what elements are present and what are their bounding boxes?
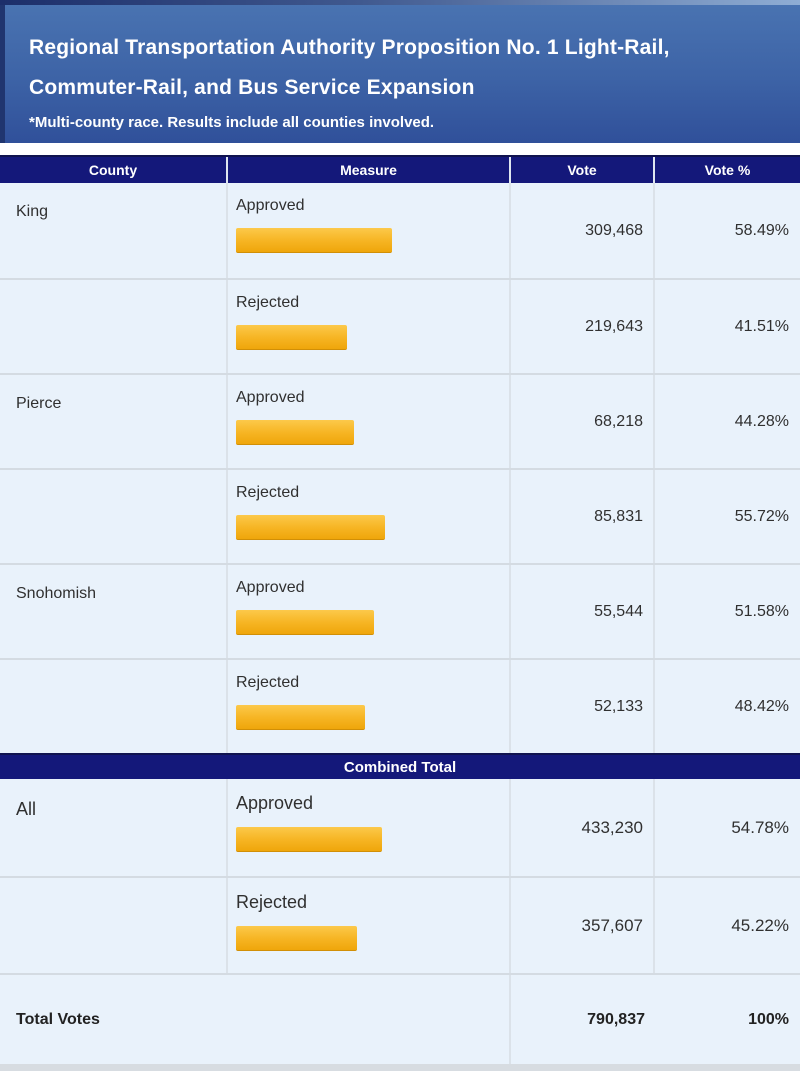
race-title: Regional Transportation Authority Propos… bbox=[29, 36, 670, 99]
measure-label: Approved bbox=[236, 389, 305, 406]
vote-count: 55,544 bbox=[511, 565, 655, 658]
county-cell bbox=[0, 470, 228, 563]
vote-count: 357,607 bbox=[511, 878, 655, 973]
total-votes-label: Total Votes bbox=[0, 975, 511, 1065]
county-label: All bbox=[16, 799, 37, 819]
race-note: *Multi-county race. Results include all … bbox=[29, 114, 435, 131]
vote-percent: 55.72% bbox=[734, 507, 789, 525]
county-cell: Pierce bbox=[0, 375, 228, 468]
county-cell bbox=[0, 660, 228, 753]
measure-label: Approved bbox=[236, 579, 305, 596]
table-header-row: County Measure Vote Vote % bbox=[0, 155, 800, 183]
measure-label: Approved bbox=[236, 197, 305, 214]
measure-cell: Approved bbox=[228, 375, 511, 468]
result-row: All Approved 433,230 54.78% bbox=[0, 779, 800, 876]
measure-cell: Rejected bbox=[228, 470, 511, 563]
county-label: King bbox=[16, 203, 49, 220]
measure-cell: Approved bbox=[228, 779, 511, 876]
county-results-section: King Approved 309,468 58.49% Rejected 21… bbox=[0, 183, 800, 753]
measure-label: Rejected bbox=[236, 294, 300, 311]
total-vote-percent: 100% bbox=[748, 1011, 789, 1028]
result-row: Pierce Approved 68,218 44.28% bbox=[0, 373, 800, 468]
result-row: Rejected 52,133 48.42% bbox=[0, 658, 800, 753]
result-row: Rejected 219,643 41.51% bbox=[0, 278, 800, 373]
result-row: Snohomish Approved 55,544 51.58% bbox=[0, 563, 800, 658]
vote-percent: 48.42% bbox=[734, 697, 789, 715]
county-cell: King bbox=[0, 183, 228, 278]
vote-bar bbox=[236, 228, 392, 253]
column-header-measure: Measure bbox=[228, 157, 511, 183]
county-label: Pierce bbox=[16, 395, 62, 412]
column-header-vote: Vote bbox=[511, 157, 655, 183]
vote-count: 433,230 bbox=[511, 779, 655, 876]
page-bottom-strip bbox=[0, 1064, 800, 1071]
measure-cell: Rejected bbox=[228, 280, 511, 373]
vote-count: 309,468 bbox=[511, 183, 655, 278]
vote-percent: 58.49% bbox=[734, 221, 789, 239]
county-cell bbox=[0, 280, 228, 373]
result-row: King Approved 309,468 58.49% bbox=[0, 183, 800, 278]
vote-count: 85,831 bbox=[511, 470, 655, 563]
measure-cell: Approved bbox=[228, 183, 511, 278]
result-row: Rejected 85,831 55.72% bbox=[0, 468, 800, 563]
vote-percent: 44.28% bbox=[734, 412, 789, 430]
vote-count: 68,218 bbox=[511, 375, 655, 468]
vote-count: 52,133 bbox=[511, 660, 655, 753]
county-cell bbox=[0, 878, 228, 973]
measure-cell: Rejected bbox=[228, 660, 511, 753]
vote-percent: 45.22% bbox=[731, 915, 789, 935]
result-row: Rejected 357,607 45.22% bbox=[0, 876, 800, 973]
vote-bar bbox=[236, 610, 374, 635]
race-header-banner: Regional Transportation Authority Propos… bbox=[0, 0, 800, 143]
measure-label: Rejected bbox=[236, 484, 300, 501]
measure-label: Rejected bbox=[236, 892, 308, 912]
column-header-vote-percent: Vote % bbox=[704, 162, 751, 178]
measure-label: Approved bbox=[236, 793, 314, 813]
vote-percent: 51.58% bbox=[734, 602, 789, 620]
vote-bar bbox=[236, 827, 382, 852]
measure-cell: Rejected bbox=[228, 878, 511, 973]
county-cell: All bbox=[0, 779, 228, 876]
vote-bar bbox=[236, 926, 357, 951]
measure-cell: Approved bbox=[228, 565, 511, 658]
vote-bar bbox=[236, 325, 347, 350]
vote-percent: 41.51% bbox=[734, 317, 789, 335]
vote-percent: 54.78% bbox=[731, 817, 789, 837]
column-header-county: County bbox=[0, 157, 228, 183]
county-cell: Snohomish bbox=[0, 565, 228, 658]
results-table: County Measure Vote Vote % King Approved… bbox=[0, 155, 800, 1065]
measure-label: Rejected bbox=[236, 674, 300, 691]
vote-bar bbox=[236, 420, 354, 445]
combined-total-banner: Combined Total bbox=[0, 753, 800, 779]
total-vote-count: 790,837 bbox=[587, 1011, 645, 1028]
vote-count: 219,643 bbox=[511, 280, 655, 373]
vote-bar bbox=[236, 705, 365, 730]
total-votes-row: Total Votes 790,837 100% bbox=[0, 973, 800, 1065]
county-label: Snohomish bbox=[16, 585, 97, 602]
combined-results-section: All Approved 433,230 54.78% Rejected 357… bbox=[0, 779, 800, 973]
vote-bar bbox=[236, 515, 385, 540]
